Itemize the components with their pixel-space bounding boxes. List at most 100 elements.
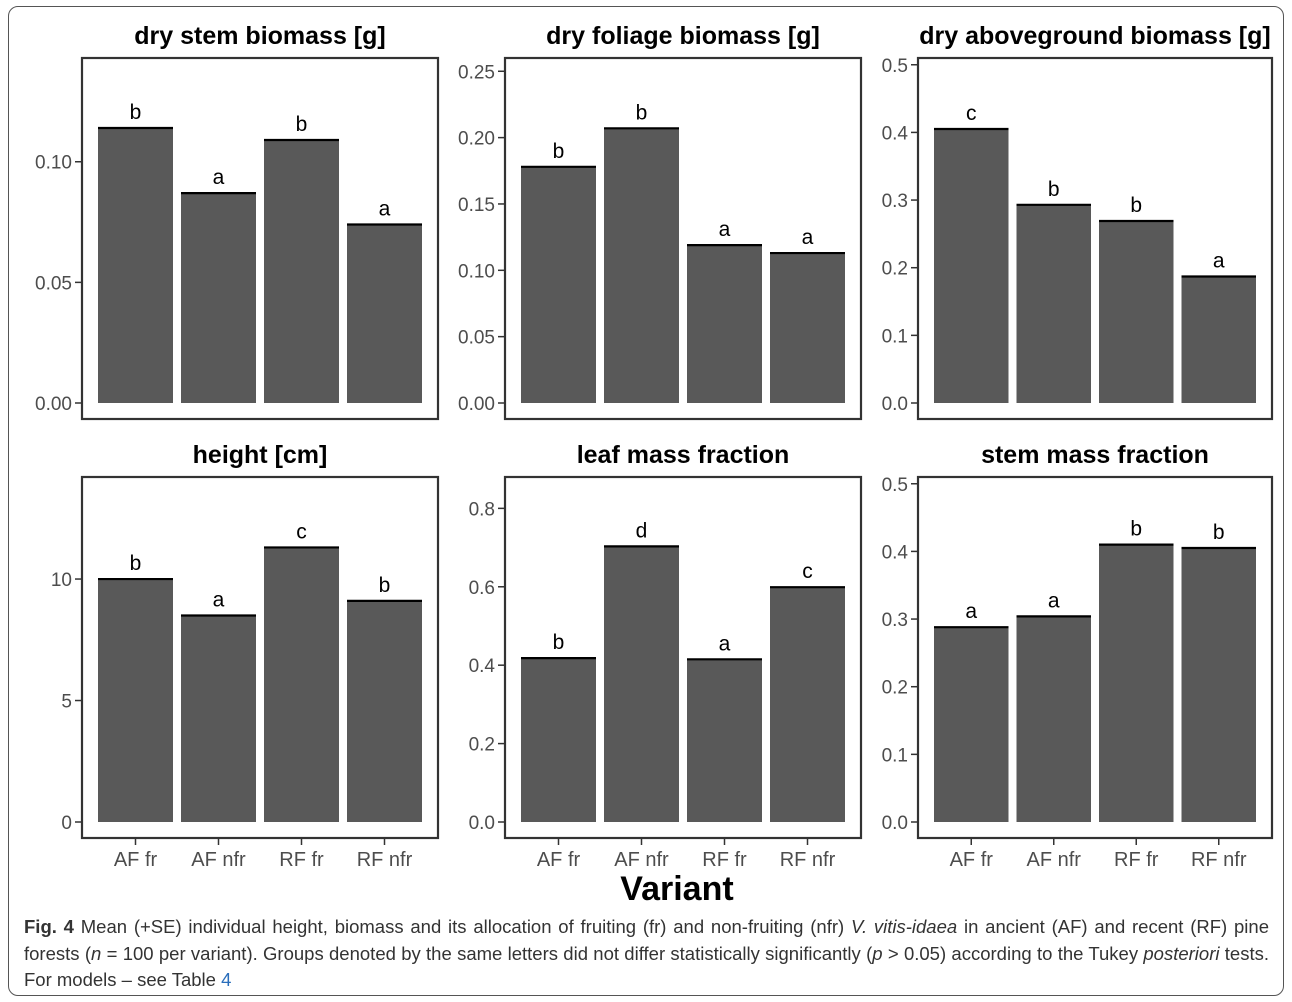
- significance-letter: b: [379, 574, 391, 597]
- bar: [1181, 276, 1256, 403]
- significance-letter: b: [553, 140, 565, 163]
- x-tick-label: AF nfr: [614, 849, 669, 871]
- y-tick-label: 0.4: [469, 656, 496, 677]
- significance-letter: b: [1048, 178, 1060, 201]
- y-tick-label: 0.8: [469, 499, 495, 520]
- significance-letter: a: [965, 600, 977, 623]
- y-tick-label: 0.2: [882, 678, 908, 699]
- caption-text-4: > 0.05) according to the Tukey: [882, 942, 1144, 964]
- bar: [604, 128, 679, 404]
- panel-title: dry stem biomass [g]: [134, 22, 385, 50]
- y-tick-label: 0.4: [882, 542, 909, 563]
- significance-letter: a: [379, 197, 391, 220]
- significance-letter: a: [213, 166, 225, 189]
- caption-text-2: in ancient (AF) and recent (RF) pine for…: [24, 916, 1269, 964]
- panel-border: [916, 56, 1274, 421]
- panel-6: stem mass fraction a AF fr a AF nfr b RF fr b RF…: [882, 441, 1274, 871]
- panel-title: dry aboveground biomass [g]: [919, 22, 1270, 50]
- caption-posteriori: posteriori: [1143, 942, 1220, 964]
- figure-frame: [8, 6, 1284, 996]
- y-tick-label: 0.15: [458, 195, 495, 216]
- bar: [1099, 544, 1174, 822]
- significance-letter: b: [130, 101, 142, 124]
- bar: [604, 546, 679, 822]
- y-tick-label: 0.05: [35, 273, 72, 294]
- significance-letter: b: [1130, 518, 1142, 541]
- significance-letter: a: [719, 632, 731, 655]
- caption-n-symbol: n: [90, 942, 102, 964]
- y-tick-label: 0.0: [882, 394, 908, 415]
- caption-text-3: = 100 per variant). Groups denoted by th…: [101, 942, 873, 964]
- bar: [1016, 616, 1091, 822]
- caption-text-5: tests. For models – see Table: [24, 942, 1269, 991]
- y-tick-label: 0.5: [882, 475, 908, 496]
- significance-letter: c: [296, 520, 307, 543]
- x-tick-label: AF nfr: [191, 849, 246, 871]
- x-tick-label: AF fr: [537, 849, 581, 871]
- bar: [347, 224, 422, 403]
- significance-letter: a: [802, 226, 814, 249]
- y-tick-label: 0.25: [458, 62, 495, 83]
- panel-title: leaf mass fraction: [577, 441, 790, 469]
- significance-letter: d: [636, 519, 648, 542]
- significance-letter: a: [719, 218, 731, 241]
- bar: [1099, 221, 1174, 403]
- y-tick-label: 0.2: [882, 259, 908, 280]
- x-tick-label: RF nfr: [780, 849, 836, 871]
- x-tick-label: RF nfr: [357, 849, 413, 871]
- y-tick-label: 5: [61, 692, 72, 713]
- table-reference-link[interactable]: 4: [221, 969, 232, 990]
- y-tick-label: 0.2: [469, 735, 495, 756]
- significance-letter: b: [636, 101, 648, 124]
- panel-title: dry foliage biomass [g]: [546, 22, 820, 50]
- y-tick-label: 0.0: [469, 813, 495, 834]
- x-tick-label: AF fr: [950, 849, 994, 871]
- bar: [347, 600, 422, 822]
- bar: [770, 253, 845, 403]
- y-tick-label: 0.00: [458, 394, 495, 415]
- panel-border: [503, 56, 863, 421]
- panel-border: [916, 475, 1274, 840]
- y-tick-label: 0.1: [882, 326, 908, 347]
- bar: [181, 193, 256, 403]
- y-tick-label: 0.10: [458, 261, 495, 282]
- x-tick-label: AF fr: [114, 849, 158, 871]
- bar: [687, 245, 762, 403]
- y-tick-label: 0: [61, 813, 72, 834]
- y-tick-label: 0.10: [35, 153, 72, 174]
- bar: [521, 658, 596, 822]
- panel-title: height [cm]: [193, 441, 328, 469]
- bar: [934, 129, 1009, 403]
- significance-letter: a: [1213, 250, 1225, 273]
- panel-2: dry foliage biomass [g] b b a a 0.00 0.05 0.10 0…: [458, 22, 863, 421]
- y-tick-label: 0.3: [882, 610, 908, 631]
- y-tick-label: 10: [51, 570, 72, 591]
- panel-3: dry aboveground biomass [g] c b b a 0.0 0.1 0.2…: [882, 22, 1274, 421]
- bar: [687, 659, 762, 822]
- significance-letter: a: [213, 588, 225, 611]
- bar: [264, 547, 339, 822]
- significance-letter: c: [802, 560, 813, 583]
- x-tick-label: RF fr: [702, 849, 747, 871]
- caption-p-symbol: p: [872, 942, 883, 964]
- y-tick-label: 0.4: [882, 123, 909, 144]
- caption-fig-label: Fig. 4: [24, 916, 74, 937]
- x-tick-label: RF nfr: [1191, 849, 1247, 871]
- y-tick-label: 0.00: [35, 394, 72, 415]
- significance-letter: b: [1130, 194, 1142, 217]
- caption-species: V. vitis-idaea: [850, 916, 958, 937]
- panel-title: stem mass fraction: [981, 441, 1209, 469]
- x-tick-label: RF fr: [279, 849, 324, 871]
- bar: [98, 579, 173, 822]
- y-tick-label: 0.20: [458, 129, 495, 150]
- significance-letter: b: [1213, 521, 1225, 544]
- panel-4: height [cm] b AF fr a AF nfr c RF fr b RF nfr 0 5 1…: [51, 441, 440, 871]
- y-tick-label: 0.3: [882, 191, 908, 212]
- bar: [98, 127, 173, 404]
- bar: [1181, 548, 1256, 822]
- y-tick-label: 0.05: [458, 328, 495, 349]
- y-tick-label: 0.1: [882, 745, 908, 766]
- bar: [770, 587, 845, 822]
- y-tick-label: 0.6: [469, 578, 495, 599]
